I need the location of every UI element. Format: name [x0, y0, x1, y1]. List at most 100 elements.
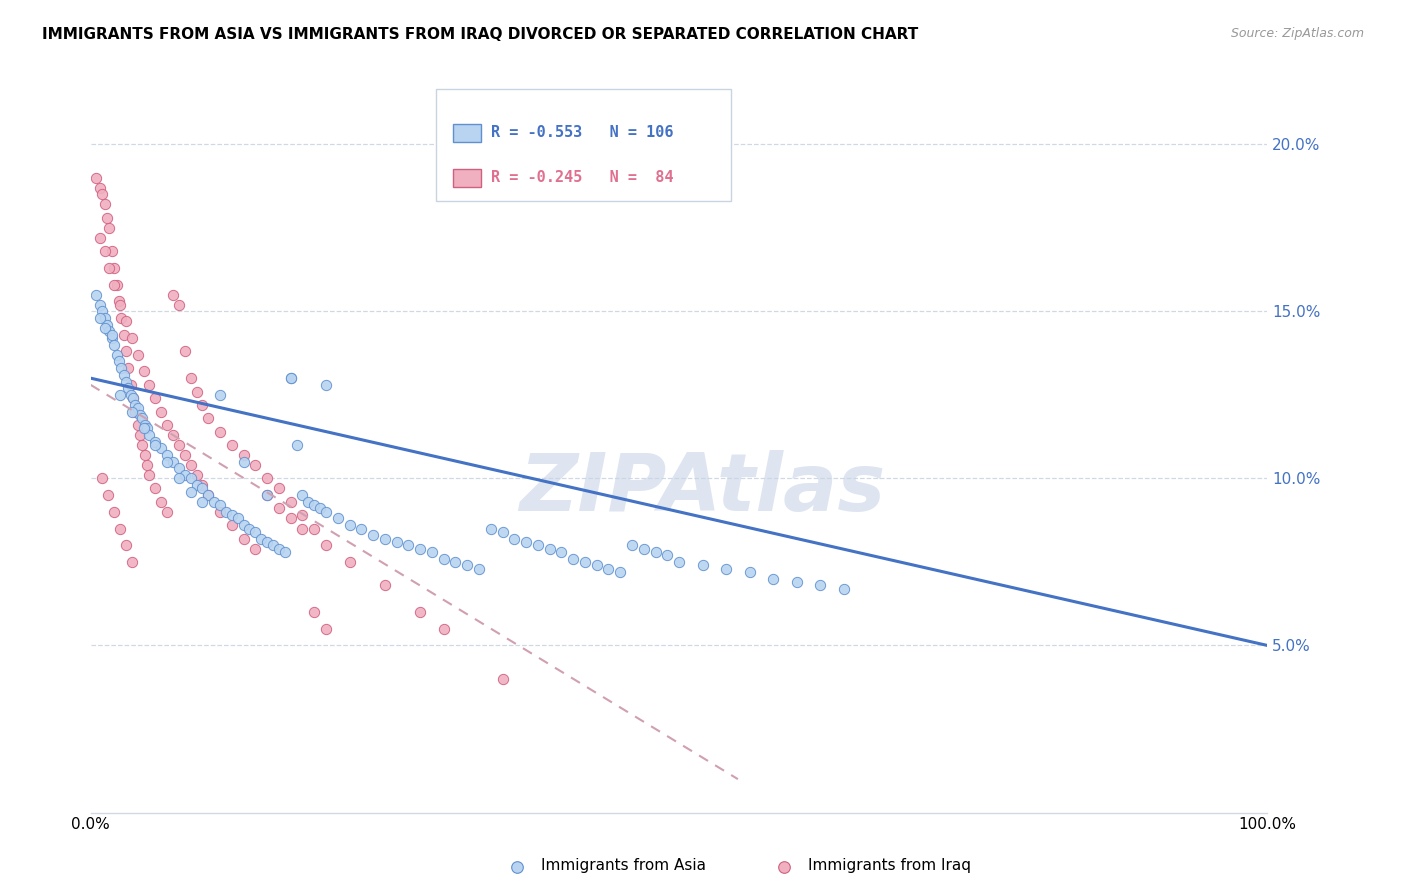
Point — [136, 421, 159, 435]
Point — [773, 860, 796, 874]
Point — [538, 541, 561, 556]
Point — [374, 578, 396, 592]
Point — [191, 478, 214, 492]
Point — [420, 545, 443, 559]
Point — [786, 574, 808, 589]
Text: R = -0.553   N = 106: R = -0.553 N = 106 — [491, 125, 673, 140]
Point — [256, 471, 278, 485]
Point — [256, 534, 278, 549]
Point — [280, 511, 302, 525]
Point — [186, 384, 208, 399]
Text: ZIPAtlas: ZIPAtlas — [519, 450, 886, 528]
Point — [180, 371, 202, 385]
Point — [112, 327, 135, 342]
Point — [120, 388, 142, 402]
Point — [167, 471, 190, 485]
Point — [191, 482, 214, 496]
Point — [89, 180, 111, 194]
Point — [191, 495, 214, 509]
Point — [506, 860, 529, 874]
Point — [339, 518, 361, 533]
Point — [274, 545, 297, 559]
Point — [609, 565, 631, 579]
Point — [124, 398, 146, 412]
Point — [173, 344, 195, 359]
Point — [374, 532, 396, 546]
Point — [127, 348, 149, 362]
Point — [103, 337, 125, 351]
Point — [108, 294, 131, 309]
Point — [115, 538, 138, 552]
Point — [339, 555, 361, 569]
Point — [89, 298, 111, 312]
Point — [162, 428, 184, 442]
Point — [96, 318, 118, 332]
Point — [143, 391, 166, 405]
Point — [285, 438, 308, 452]
Point — [173, 468, 195, 483]
Point — [143, 482, 166, 496]
Point — [156, 448, 179, 462]
Point — [433, 551, 456, 566]
Point — [620, 538, 643, 552]
Point — [226, 511, 249, 525]
Point — [250, 532, 273, 546]
Point — [156, 455, 179, 469]
Point — [105, 348, 128, 362]
Point — [232, 448, 254, 462]
Point — [91, 471, 114, 485]
Point — [103, 505, 125, 519]
Point — [98, 260, 121, 275]
Point — [491, 524, 513, 539]
Point — [134, 417, 156, 432]
Point — [527, 538, 550, 552]
Point — [197, 488, 219, 502]
Point — [156, 417, 179, 432]
Point — [209, 498, 232, 512]
Point — [101, 331, 124, 345]
Point — [668, 555, 690, 569]
Point — [101, 327, 124, 342]
Point — [121, 404, 143, 418]
Point — [385, 534, 408, 549]
Point — [221, 518, 243, 533]
Point — [180, 471, 202, 485]
Point — [105, 277, 128, 292]
Point — [245, 458, 267, 472]
Point — [89, 231, 111, 245]
Point — [808, 578, 831, 592]
Point — [280, 371, 302, 385]
Point — [361, 528, 384, 542]
Point — [232, 518, 254, 533]
Point — [121, 555, 143, 569]
Point — [491, 672, 513, 686]
Point — [302, 605, 325, 619]
Point — [167, 298, 190, 312]
Point — [93, 244, 115, 259]
Point — [209, 425, 232, 439]
Point — [96, 211, 118, 225]
Point — [232, 455, 254, 469]
Point — [110, 311, 132, 326]
Point — [309, 501, 332, 516]
Point — [280, 371, 302, 385]
Point — [150, 442, 173, 456]
Point — [714, 561, 737, 575]
Point — [103, 277, 125, 292]
Point — [132, 421, 155, 435]
Point — [657, 548, 679, 562]
Point — [315, 622, 337, 636]
Point — [93, 197, 115, 211]
Point — [132, 364, 155, 378]
Point — [103, 260, 125, 275]
Point — [762, 572, 785, 586]
Point — [197, 411, 219, 425]
Point — [108, 388, 131, 402]
Point — [433, 622, 456, 636]
Text: Immigrants from Iraq: Immigrants from Iraq — [808, 858, 972, 872]
Point — [117, 361, 139, 376]
Point — [297, 495, 319, 509]
Point — [122, 391, 145, 405]
Point — [89, 311, 111, 326]
Point — [315, 505, 337, 519]
